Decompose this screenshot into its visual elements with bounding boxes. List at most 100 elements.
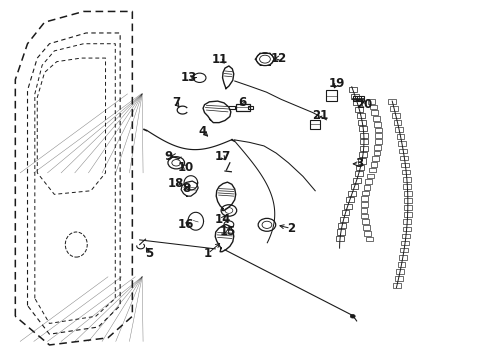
Bar [373, 150, 380, 155]
Bar [363, 185, 369, 190]
Bar [400, 241, 408, 245]
Text: 1: 1 [203, 247, 212, 260]
Bar [403, 219, 410, 224]
Bar [403, 212, 411, 217]
Bar [361, 197, 367, 201]
Bar [364, 231, 370, 235]
Bar [338, 223, 346, 228]
Bar [374, 145, 381, 149]
Bar [399, 149, 407, 153]
Bar [356, 113, 364, 118]
Text: 6: 6 [238, 96, 245, 109]
Bar [350, 94, 358, 99]
Text: 7: 7 [172, 96, 180, 109]
Bar [361, 220, 368, 224]
Bar [370, 162, 377, 167]
Circle shape [349, 315, 354, 318]
Text: 4: 4 [199, 125, 207, 138]
Bar [401, 163, 408, 167]
Bar [368, 168, 375, 172]
Text: 2: 2 [286, 222, 294, 235]
Text: 8: 8 [182, 183, 190, 195]
Bar [359, 145, 367, 150]
Text: 13: 13 [180, 71, 196, 84]
Bar [387, 99, 395, 104]
Bar [396, 134, 404, 139]
Text: 5: 5 [145, 247, 153, 260]
Bar [354, 171, 362, 176]
Bar [350, 184, 358, 189]
Bar [352, 96, 363, 101]
Bar [400, 156, 407, 160]
Bar [353, 100, 361, 105]
Bar [403, 198, 411, 203]
Bar [357, 158, 365, 163]
Bar [374, 128, 381, 132]
Bar [399, 248, 407, 252]
Bar [359, 126, 366, 131]
Text: 14: 14 [214, 213, 230, 226]
Bar [394, 276, 402, 281]
Bar [358, 120, 366, 125]
Bar [366, 174, 373, 178]
Bar [391, 113, 399, 118]
Text: 16: 16 [178, 218, 194, 231]
Bar [403, 205, 411, 210]
Text: 18: 18 [168, 177, 184, 190]
Bar [401, 234, 409, 238]
Bar [398, 255, 406, 260]
Bar [397, 262, 405, 267]
Bar [366, 237, 372, 241]
Text: 17: 17 [214, 150, 230, 163]
Bar [360, 208, 366, 213]
Text: 15: 15 [219, 225, 235, 238]
Text: 19: 19 [328, 77, 345, 90]
Bar [359, 139, 367, 144]
Bar [335, 236, 343, 241]
Text: 12: 12 [270, 51, 286, 64]
Text: 20: 20 [355, 98, 371, 111]
Bar [370, 111, 377, 115]
Bar [336, 229, 344, 234]
Bar [352, 178, 360, 183]
Bar [372, 116, 379, 121]
Bar [371, 156, 378, 161]
Text: 3: 3 [354, 157, 363, 170]
Bar [356, 165, 364, 170]
Bar [403, 184, 410, 189]
Bar [374, 134, 381, 138]
Bar [360, 214, 367, 219]
Text: 21: 21 [311, 109, 327, 122]
Bar [392, 283, 400, 288]
Bar [395, 269, 403, 274]
Bar [389, 106, 397, 111]
Bar [355, 107, 363, 112]
Bar [394, 127, 402, 132]
Bar [348, 87, 356, 93]
Bar [374, 139, 381, 144]
Bar [403, 191, 411, 196]
Text: 11: 11 [212, 53, 228, 66]
Bar [362, 191, 368, 195]
Bar [343, 204, 351, 209]
Bar [359, 133, 367, 138]
Bar [341, 210, 349, 215]
Bar [248, 106, 253, 109]
Bar [360, 202, 367, 207]
Bar [339, 217, 347, 222]
Bar [365, 179, 371, 184]
Bar [402, 170, 409, 175]
Bar [402, 177, 410, 181]
Bar [235, 104, 250, 111]
Bar [369, 105, 376, 109]
Bar [402, 226, 410, 231]
Text: 10: 10 [178, 161, 194, 174]
Bar [345, 197, 353, 202]
Bar [397, 141, 405, 146]
Bar [347, 191, 355, 196]
Bar [358, 152, 366, 157]
Bar [393, 120, 401, 125]
Text: 9: 9 [164, 150, 173, 163]
Bar [373, 122, 380, 127]
Bar [367, 99, 374, 104]
